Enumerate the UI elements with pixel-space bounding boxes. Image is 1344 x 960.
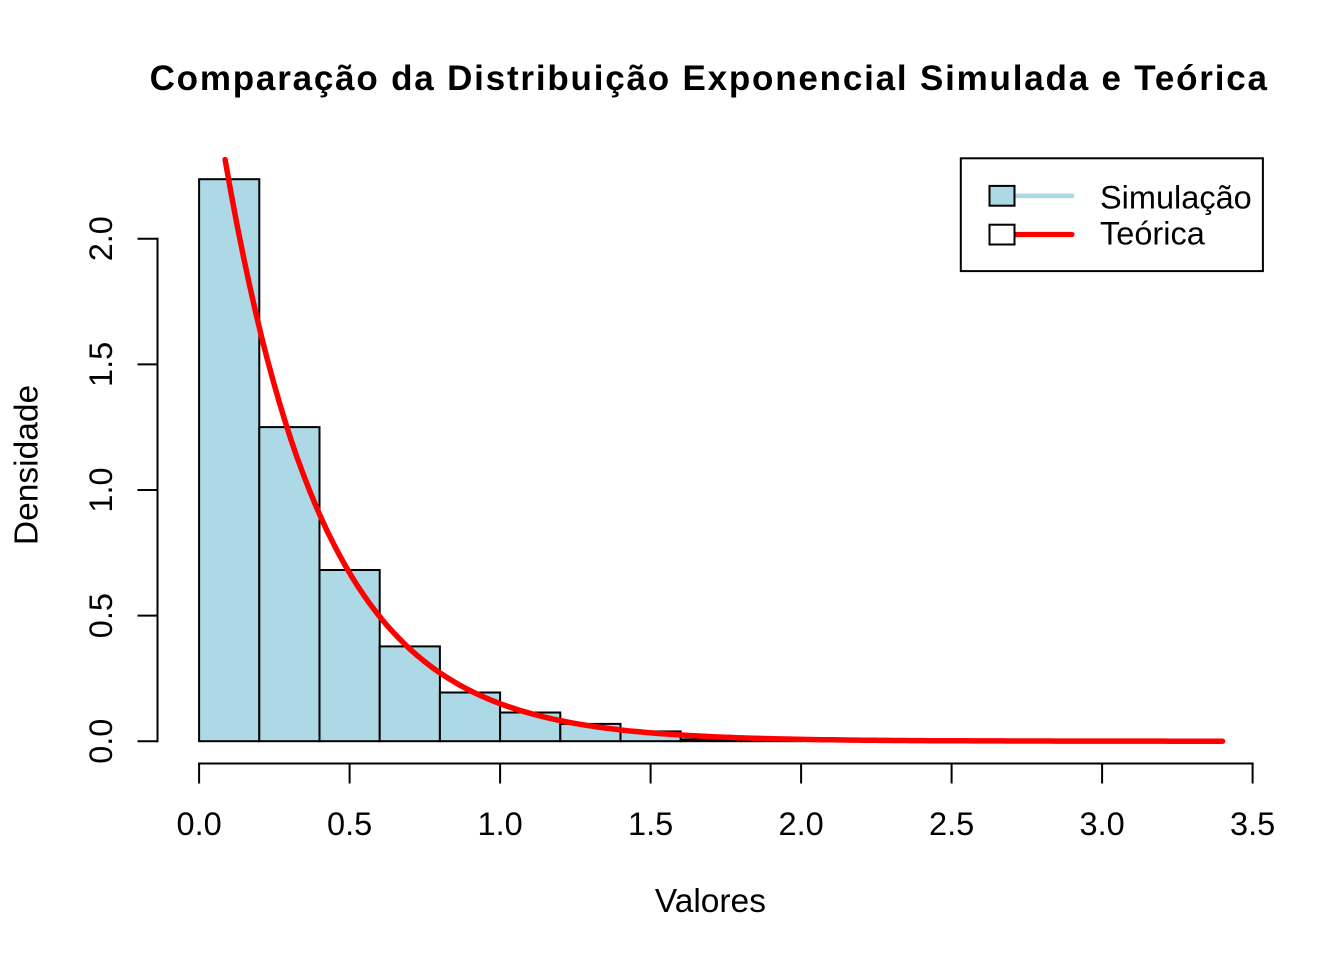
svg-text:Simulação: Simulação: [1100, 180, 1252, 216]
svg-text:0.0: 0.0: [177, 806, 222, 842]
svg-text:3.5: 3.5: [1230, 806, 1275, 842]
svg-text:1.5: 1.5: [83, 342, 119, 387]
svg-text:1.0: 1.0: [478, 806, 523, 842]
svg-text:1.5: 1.5: [628, 806, 673, 842]
svg-text:2.0: 2.0: [779, 806, 824, 842]
svg-text:2.0: 2.0: [83, 216, 119, 261]
svg-text:Comparação da Distribuição Exp: Comparação da Distribuição Exponencial S…: [150, 59, 1269, 98]
svg-text:0.5: 0.5: [83, 593, 119, 638]
svg-text:Teórica: Teórica: [1100, 216, 1206, 252]
svg-text:2.5: 2.5: [929, 806, 974, 842]
svg-text:3.0: 3.0: [1080, 806, 1125, 842]
svg-text:0.5: 0.5: [327, 806, 372, 842]
svg-text:Densidade: Densidade: [9, 385, 46, 545]
svg-text:1.0: 1.0: [83, 467, 119, 512]
svg-text:0.0: 0.0: [83, 719, 119, 764]
svg-text:Valores: Valores: [655, 883, 766, 920]
